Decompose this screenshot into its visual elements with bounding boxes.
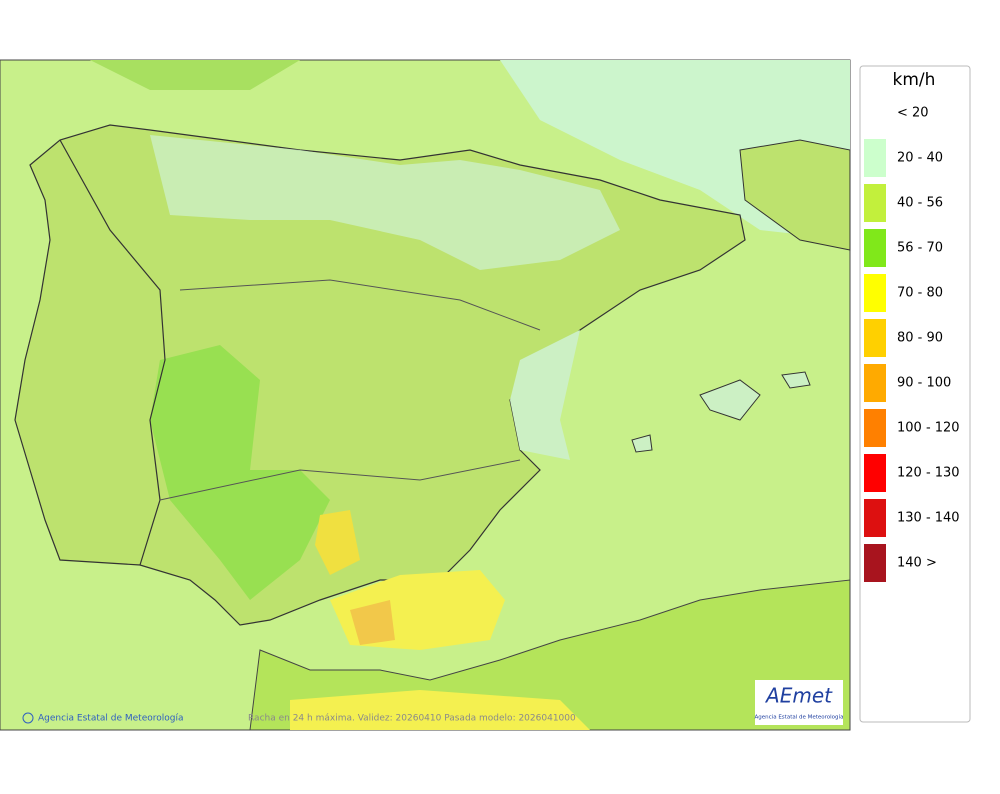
legend-label: 56 - 70 (897, 241, 943, 256)
legend-box (859, 65, 971, 723)
logo-subtitle: Agencia Estatal de Meteorología (755, 714, 844, 721)
legend-swatch (864, 454, 886, 492)
border (159, 459, 521, 501)
logo-box (755, 680, 843, 725)
legend-swatch (864, 229, 886, 267)
legend-label: 80 - 90 (897, 331, 943, 346)
island (739, 139, 851, 251)
credit: Agencia Estatal de Meteorología (38, 714, 184, 724)
legend-swatch (864, 499, 886, 537)
legend-swatch (864, 364, 886, 402)
island (699, 379, 761, 421)
island (781, 371, 811, 389)
legend-label: 120 - 130 (897, 466, 960, 481)
legend-label: 20 - 40 (897, 151, 943, 166)
legend-label: 100 - 120 (897, 421, 960, 436)
legend-label: 140 > (897, 556, 937, 571)
legend-swatch (864, 184, 886, 222)
legend-swatch (864, 544, 886, 582)
legend-swatch (864, 274, 886, 312)
wind-area (90, 60, 300, 90)
legend-swatch (864, 409, 886, 447)
legend-swatch (864, 139, 886, 177)
legend-label: 90 - 100 (897, 376, 951, 391)
legend-label: 40 - 56 (897, 196, 943, 211)
legend-title: km/h (893, 70, 936, 90)
low-wind-area (150, 135, 620, 270)
legend-label: 130 - 140 (897, 511, 960, 526)
map: Agencia Estatal de Meteorología Racha en… (0, 59, 851, 731)
legend-swatch (864, 319, 886, 357)
strong-wind-area (315, 510, 360, 575)
wind-area (150, 345, 330, 600)
legend-label: 70 - 80 (897, 286, 943, 301)
border (179, 279, 541, 331)
logo: AEmet (764, 684, 833, 708)
low-wind-area (510, 330, 580, 460)
island (631, 434, 653, 453)
caption: Racha en 24 h máxima. Validez: 20260410 … (248, 714, 576, 724)
copyright-icon (22, 712, 34, 724)
legend: km/h < 20 20 - 40 40 - 56 56 - 70 70 - 80 80 … (859, 65, 971, 723)
strong-wind-area (350, 600, 395, 645)
strong-wind-area (290, 690, 590, 730)
legend-label: < 20 (897, 106, 929, 121)
